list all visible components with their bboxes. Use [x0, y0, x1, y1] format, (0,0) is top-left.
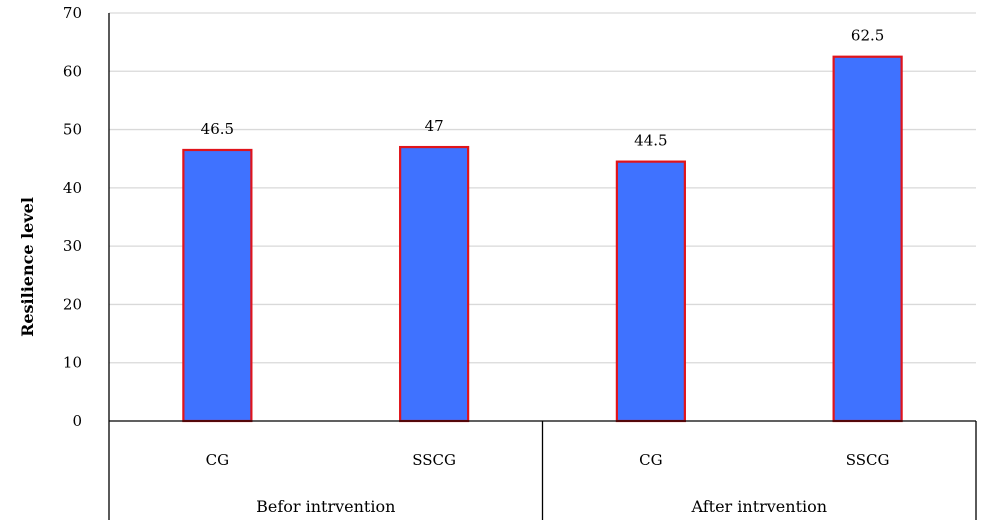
- y-tick-label: 50: [63, 121, 82, 139]
- bars: 46.5 47 44.5 62.5: [182, 27, 903, 423]
- y-tick-label: 30: [63, 237, 82, 255]
- y-axis-label: Resilience level: [18, 197, 37, 337]
- y-tick-label: 60: [63, 62, 82, 80]
- data-label: 47: [425, 117, 444, 135]
- group-label: Befor intrvention: [256, 497, 395, 516]
- y-tick-label: 10: [63, 354, 82, 372]
- data-label: 44.5: [634, 132, 667, 150]
- data-label: 46.5: [201, 120, 234, 138]
- category-label: CG: [639, 451, 662, 469]
- bar: [182, 148, 253, 423]
- group-label: After intrvention: [690, 497, 827, 516]
- bar: [399, 145, 470, 423]
- category-label: SSCG: [412, 451, 456, 469]
- bar: [615, 160, 686, 423]
- y-tick-label: 0: [72, 412, 82, 430]
- gridlines: [109, 12, 976, 364]
- bar: [832, 55, 903, 423]
- category-label: SSCG: [846, 451, 890, 469]
- y-axis-ticks: 0 10 20 30 40 50 60 70: [63, 4, 82, 430]
- y-tick-label: 70: [63, 4, 82, 22]
- category-labels: CG SSCG Befor intrvention CG SSCG After intrv…: [206, 451, 890, 516]
- y-tick-label: 20: [63, 295, 82, 313]
- category-label: CG: [206, 451, 229, 469]
- y-tick-label: 40: [63, 179, 82, 197]
- data-label: 62.5: [851, 27, 884, 45]
- category-axis-frame: [108, 13, 977, 520]
